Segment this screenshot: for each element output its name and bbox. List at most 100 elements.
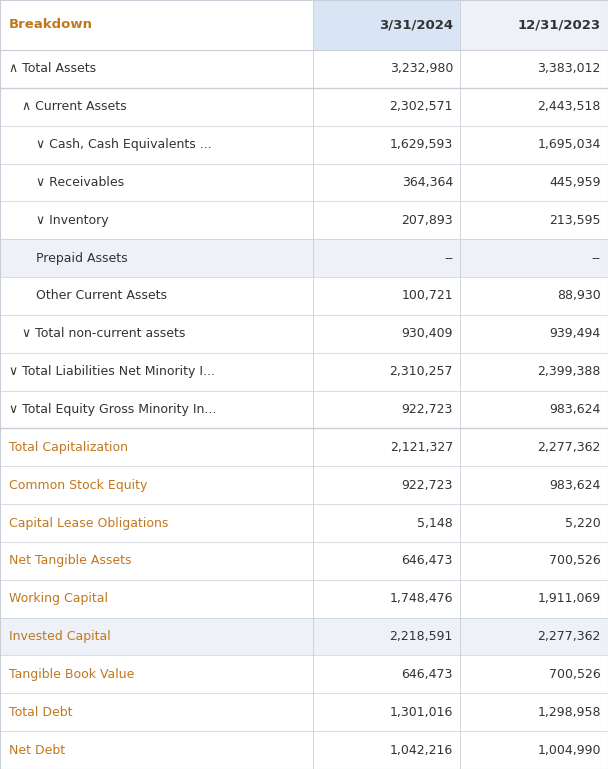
Text: ∨ Total Liabilities Net Minority I...: ∨ Total Liabilities Net Minority I... <box>9 365 215 378</box>
Bar <box>0 731 313 769</box>
Text: --: -- <box>444 251 453 265</box>
Bar <box>0 542 313 580</box>
Text: Common Stock Equity: Common Stock Equity <box>9 478 148 491</box>
Bar <box>460 618 608 655</box>
Text: Prepaid Assets: Prepaid Assets <box>36 251 128 265</box>
Bar <box>313 164 460 201</box>
Text: 1,004,990: 1,004,990 <box>537 744 601 757</box>
Bar <box>313 428 460 466</box>
Text: 922,723: 922,723 <box>402 478 453 491</box>
Bar <box>0 618 313 655</box>
Text: Total Debt: Total Debt <box>9 706 72 719</box>
Bar <box>0 353 313 391</box>
Text: 646,473: 646,473 <box>402 668 453 681</box>
Bar <box>313 88 460 125</box>
Bar <box>460 542 608 580</box>
Text: 207,893: 207,893 <box>401 214 453 227</box>
Bar <box>313 239 460 277</box>
Bar <box>460 201 608 239</box>
Text: 1,298,958: 1,298,958 <box>537 706 601 719</box>
Text: 1,629,593: 1,629,593 <box>390 138 453 151</box>
Bar <box>460 504 608 542</box>
Bar <box>0 315 313 353</box>
Bar <box>0 277 313 315</box>
Bar <box>313 353 460 391</box>
Text: 2,218,591: 2,218,591 <box>390 630 453 643</box>
Text: 2,443,518: 2,443,518 <box>537 100 601 113</box>
Bar <box>0 88 313 125</box>
Text: 2,277,362: 2,277,362 <box>537 630 601 643</box>
Bar <box>313 0 460 50</box>
Bar <box>313 391 460 428</box>
Text: 3/31/2024: 3/31/2024 <box>379 18 453 32</box>
Text: 213,595: 213,595 <box>549 214 601 227</box>
Bar <box>313 694 460 731</box>
Text: ∨ Inventory: ∨ Inventory <box>36 214 108 227</box>
Bar <box>313 618 460 655</box>
Text: ∨ Total Equity Gross Minority In...: ∨ Total Equity Gross Minority In... <box>9 403 216 416</box>
Bar <box>313 655 460 694</box>
Text: Tangible Book Value: Tangible Book Value <box>9 668 134 681</box>
Text: 88,930: 88,930 <box>557 289 601 302</box>
Text: Total Capitalization: Total Capitalization <box>9 441 128 454</box>
Text: ∨ Receivables: ∨ Receivables <box>36 176 124 189</box>
Bar <box>313 580 460 618</box>
Text: 1,748,476: 1,748,476 <box>390 592 453 605</box>
Text: Working Capital: Working Capital <box>9 592 108 605</box>
Bar <box>460 125 608 164</box>
Bar <box>0 466 313 504</box>
Text: Net Tangible Assets: Net Tangible Assets <box>9 554 131 568</box>
Bar <box>313 731 460 769</box>
Bar <box>460 88 608 125</box>
Text: 2,277,362: 2,277,362 <box>537 441 601 454</box>
Bar <box>460 466 608 504</box>
Text: ∧ Total Assets: ∧ Total Assets <box>9 62 96 75</box>
Bar <box>0 125 313 164</box>
Text: Breakdown: Breakdown <box>9 18 93 32</box>
Bar <box>0 201 313 239</box>
Text: Capital Lease Obligations: Capital Lease Obligations <box>9 517 168 530</box>
Text: 983,624: 983,624 <box>550 403 601 416</box>
Bar <box>313 542 460 580</box>
Bar <box>460 428 608 466</box>
Text: 2,121,327: 2,121,327 <box>390 441 453 454</box>
Text: 700,526: 700,526 <box>549 668 601 681</box>
Text: Other Current Assets: Other Current Assets <box>36 289 167 302</box>
Text: 646,473: 646,473 <box>402 554 453 568</box>
Bar <box>0 694 313 731</box>
Bar <box>460 655 608 694</box>
Text: --: -- <box>592 251 601 265</box>
Bar <box>0 391 313 428</box>
Bar <box>0 50 313 88</box>
Bar <box>460 277 608 315</box>
Bar <box>460 694 608 731</box>
Text: 1,301,016: 1,301,016 <box>390 706 453 719</box>
Text: 2,399,388: 2,399,388 <box>537 365 601 378</box>
Text: 939,494: 939,494 <box>550 328 601 341</box>
Bar <box>0 239 313 277</box>
Bar <box>0 580 313 618</box>
Bar <box>313 315 460 353</box>
Text: ∧ Current Assets: ∧ Current Assets <box>22 100 127 113</box>
Text: 983,624: 983,624 <box>550 478 601 491</box>
Text: 1,695,034: 1,695,034 <box>537 138 601 151</box>
Bar <box>313 125 460 164</box>
Bar <box>460 164 608 201</box>
Bar <box>0 428 313 466</box>
Text: 2,302,571: 2,302,571 <box>390 100 453 113</box>
Text: 1,911,069: 1,911,069 <box>537 592 601 605</box>
Bar <box>0 655 313 694</box>
Bar <box>460 315 608 353</box>
Bar <box>460 580 608 618</box>
Bar <box>313 466 460 504</box>
Text: 1,042,216: 1,042,216 <box>390 744 453 757</box>
Bar <box>313 50 460 88</box>
Text: ∨ Cash, Cash Equivalents ...: ∨ Cash, Cash Equivalents ... <box>36 138 212 151</box>
Bar <box>313 277 460 315</box>
Text: 700,526: 700,526 <box>549 554 601 568</box>
Text: Invested Capital: Invested Capital <box>9 630 111 643</box>
Text: ∨ Total non-current assets: ∨ Total non-current assets <box>22 328 186 341</box>
Bar <box>0 0 313 50</box>
Text: 922,723: 922,723 <box>402 403 453 416</box>
Bar <box>460 731 608 769</box>
